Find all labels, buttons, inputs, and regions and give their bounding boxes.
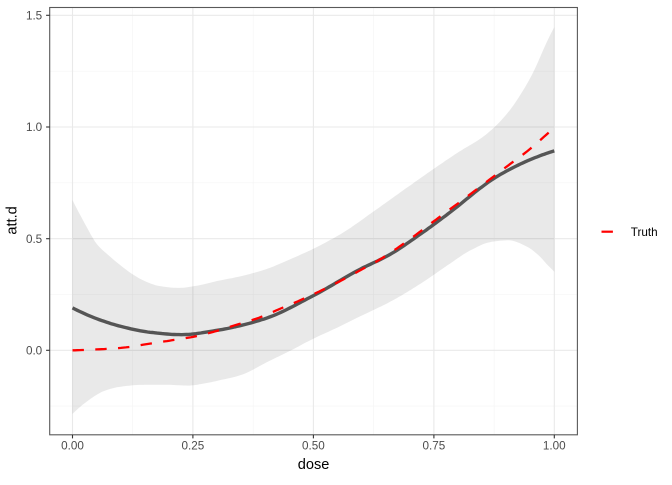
svg-text:0.00: 0.00 (61, 440, 84, 453)
svg-text:1.00: 1.00 (543, 440, 566, 453)
svg-text:dose: dose (298, 457, 330, 473)
svg-text:1.5: 1.5 (26, 10, 43, 23)
svg-text:0.5: 0.5 (26, 233, 43, 246)
svg-text:att.d: att.d (5, 206, 21, 234)
svg-text:0.0: 0.0 (26, 345, 43, 358)
svg-text:0.25: 0.25 (182, 440, 205, 453)
svg-text:0.75: 0.75 (423, 440, 446, 453)
svg-text:1.0: 1.0 (26, 121, 43, 134)
svg-text:0.50: 0.50 (302, 440, 325, 453)
svg-text:Truth: Truth (631, 226, 658, 239)
